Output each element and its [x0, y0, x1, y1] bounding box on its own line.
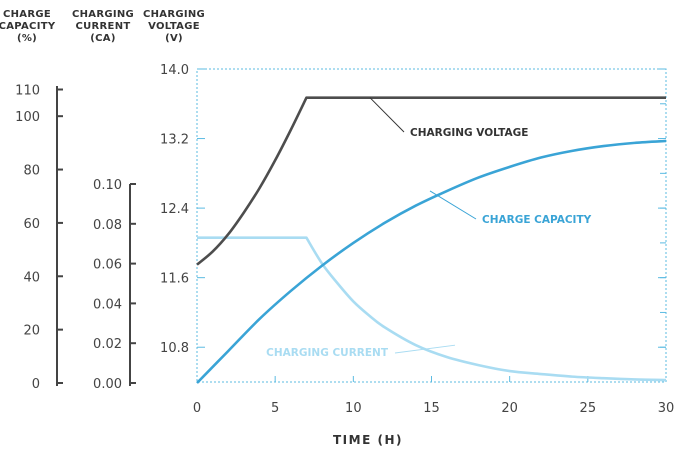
- x-tick-label: 25: [580, 401, 597, 416]
- capacity-header-line3: (%): [17, 33, 37, 44]
- voltage-tick-label: 13.2: [160, 133, 189, 148]
- x-tick-label: 15: [423, 401, 440, 416]
- annotation-charging-current: CHARGING CURRENT: [266, 347, 389, 359]
- plot-frame: [196, 68, 667, 383]
- x-axis-title: TIME (H): [333, 433, 403, 447]
- capacity-tick-label: 60: [23, 217, 40, 232]
- current-tick-label: 0.04: [93, 297, 122, 312]
- current-header-line2: CURRENT: [76, 21, 131, 32]
- x-tick-label: 20: [501, 401, 518, 416]
- capacity-tick-label: 110: [15, 84, 40, 99]
- capacity-axis-header: CHARGE CAPACITY (%): [0, 9, 56, 44]
- voltage-header-line1: CHARGING: [143, 9, 205, 20]
- series-lines: [196, 96, 667, 384]
- capacity-tick-label: 20: [23, 324, 40, 339]
- annotation-charging-voltage: CHARGING VOLTAGE: [410, 127, 528, 139]
- series-charging-current: [197, 236, 667, 382]
- axis-ticks: 0 5 10 15 20 25 30 10.8 11.6 12.4 13.2 14.0 0 20 40 60 8…: [15, 63, 674, 416]
- annotation-charge-capacity: CHARGE CAPACITY: [482, 214, 592, 226]
- annotation-charging-current-leader: [394, 344, 456, 354]
- capacity-header-line2: CAPACITY: [0, 21, 56, 32]
- capacity-tick-label: 100: [15, 110, 40, 125]
- current-tick-label: 0.00: [93, 377, 122, 392]
- voltage-tick-label: 12.4: [160, 202, 189, 217]
- current-tick-label: 0.10: [93, 178, 122, 193]
- capacity-tick-label: 0: [32, 377, 40, 392]
- annotation-charge-capacity-leader: [429, 190, 477, 220]
- voltage-tick-label: 14.0: [160, 63, 189, 78]
- capacity-tick-label: 40: [23, 270, 40, 285]
- x-tick-label: 30: [658, 401, 675, 416]
- capacity-tick-label: 80: [23, 164, 40, 179]
- voltage-tick-label: 11.6: [160, 272, 189, 287]
- current-header-line3: (CA): [90, 33, 115, 44]
- current-tick-label: 0.08: [93, 218, 122, 233]
- current-tick-label: 0.06: [93, 258, 122, 273]
- voltage-axis-header: CHARGING VOLTAGE (V): [143, 9, 205, 44]
- x-tick-label: 10: [345, 401, 362, 416]
- current-axis-header: CHARGING CURRENT (CA): [72, 9, 134, 44]
- series-charging-voltage: [196, 96, 666, 266]
- series-charge-capacity: [196, 139, 667, 384]
- capacity-header-line1: CHARGE: [3, 9, 51, 20]
- x-tick-label: 0: [193, 401, 201, 416]
- voltage-tick-label: 10.8: [160, 341, 189, 356]
- annotation-charging-voltage-leader: [369, 97, 405, 133]
- x-tick-label: 5: [271, 401, 279, 416]
- annotations: CHARGING VOLTAGE CHARGE CAPACITY CHARGING …: [266, 97, 592, 359]
- voltage-header-line3: (V): [165, 33, 183, 44]
- current-tick-label: 0.02: [93, 337, 122, 352]
- voltage-header-line2: VOLTAGE: [148, 21, 200, 32]
- current-header-line1: CHARGING: [72, 9, 134, 20]
